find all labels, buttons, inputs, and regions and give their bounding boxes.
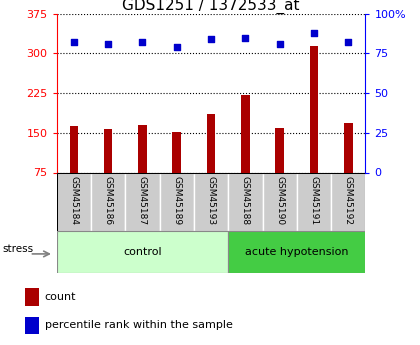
Bar	[207, 114, 215, 172]
Text: count: count	[45, 292, 76, 302]
Text: GSM45192: GSM45192	[344, 176, 353, 225]
Bar	[91, 172, 125, 231]
Text: GSM45187: GSM45187	[138, 176, 147, 225]
Text: GSM45186: GSM45186	[104, 176, 113, 225]
Bar	[173, 132, 181, 172]
Bar	[228, 231, 365, 273]
Bar	[57, 172, 91, 231]
Point	[242, 35, 249, 40]
Bar	[24, 288, 39, 306]
Point	[208, 37, 215, 42]
Bar	[24, 317, 39, 334]
Bar	[70, 126, 78, 172]
Text: percentile rank within the sample: percentile rank within the sample	[45, 321, 233, 331]
Bar	[241, 95, 249, 172]
Bar	[104, 129, 113, 172]
Bar	[331, 172, 365, 231]
Bar	[194, 172, 228, 231]
Point	[139, 40, 146, 45]
Bar	[310, 46, 318, 172]
Bar	[262, 172, 297, 231]
Bar	[160, 172, 194, 231]
Title: GDS1251 / 1372533_at: GDS1251 / 1372533_at	[122, 0, 300, 14]
Bar	[125, 172, 160, 231]
Text: GSM45190: GSM45190	[275, 176, 284, 225]
Point	[276, 41, 283, 47]
Text: GSM45184: GSM45184	[69, 176, 79, 225]
Text: GSM45189: GSM45189	[172, 176, 181, 225]
Text: acute hypotension: acute hypotension	[245, 247, 349, 257]
Bar	[276, 128, 284, 172]
Point	[173, 45, 180, 50]
Point	[105, 41, 112, 47]
Bar	[344, 123, 352, 172]
Bar	[297, 172, 331, 231]
Text: GSM45188: GSM45188	[241, 176, 250, 225]
Point	[71, 40, 77, 45]
Text: stress: stress	[3, 244, 34, 254]
Bar	[138, 125, 147, 172]
Bar	[57, 231, 228, 273]
Bar	[228, 172, 262, 231]
Text: control: control	[123, 247, 162, 257]
Point	[345, 40, 352, 45]
Text: GSM45191: GSM45191	[310, 176, 318, 225]
Point	[310, 30, 318, 36]
Text: GSM45193: GSM45193	[207, 176, 215, 225]
